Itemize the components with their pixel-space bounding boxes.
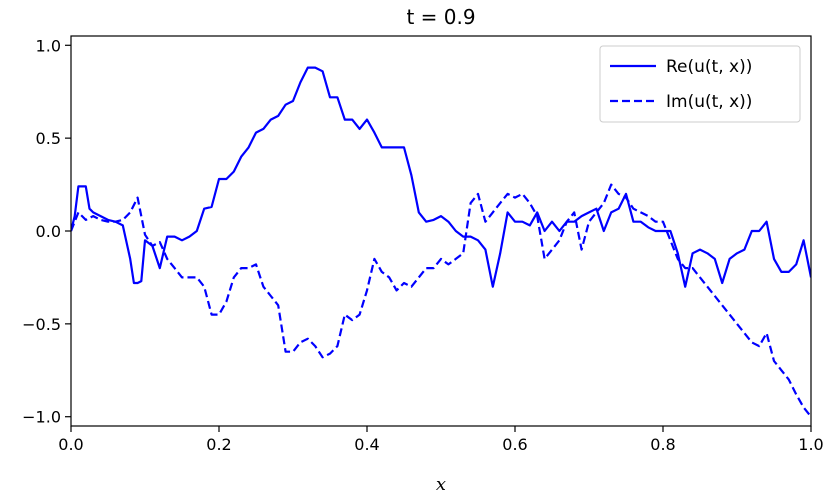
legend: Re(u(t, x)) Im(u(t, x)): [599, 45, 801, 123]
legend-label-im: Im(u(t, x)): [666, 92, 752, 112]
y-tick-label: −1.0: [22, 408, 61, 427]
chart-title: t = 0.9: [406, 5, 475, 29]
x-axis-label: x: [436, 474, 446, 495]
x-tick-label: 0.0: [58, 435, 83, 454]
x-tick-label: 0.6: [502, 435, 527, 454]
y-tick-label: −0.5: [22, 315, 61, 334]
x-tick-label: 0.8: [650, 435, 675, 454]
series-line-re: [71, 66, 811, 288]
x-tick-label: 1.0: [798, 435, 823, 454]
y-axis-ticks: 1.0 0.5 0.0 −0.5 −1.0: [22, 36, 71, 427]
series-line-im: [71, 183, 811, 418]
x-tick-label: 0.4: [354, 435, 379, 454]
legend-label-re: Re(u(t, x)): [666, 57, 752, 77]
y-tick-label: 0.5: [36, 129, 61, 148]
y-tick-label: 1.0: [36, 36, 61, 55]
x-axis-ticks: 0.0 0.2 0.4 0.6 0.8 1.0: [58, 426, 824, 454]
series-layer: [71, 66, 811, 418]
y-tick-label: 0.0: [36, 222, 61, 241]
x-tick-label: 0.2: [206, 435, 231, 454]
